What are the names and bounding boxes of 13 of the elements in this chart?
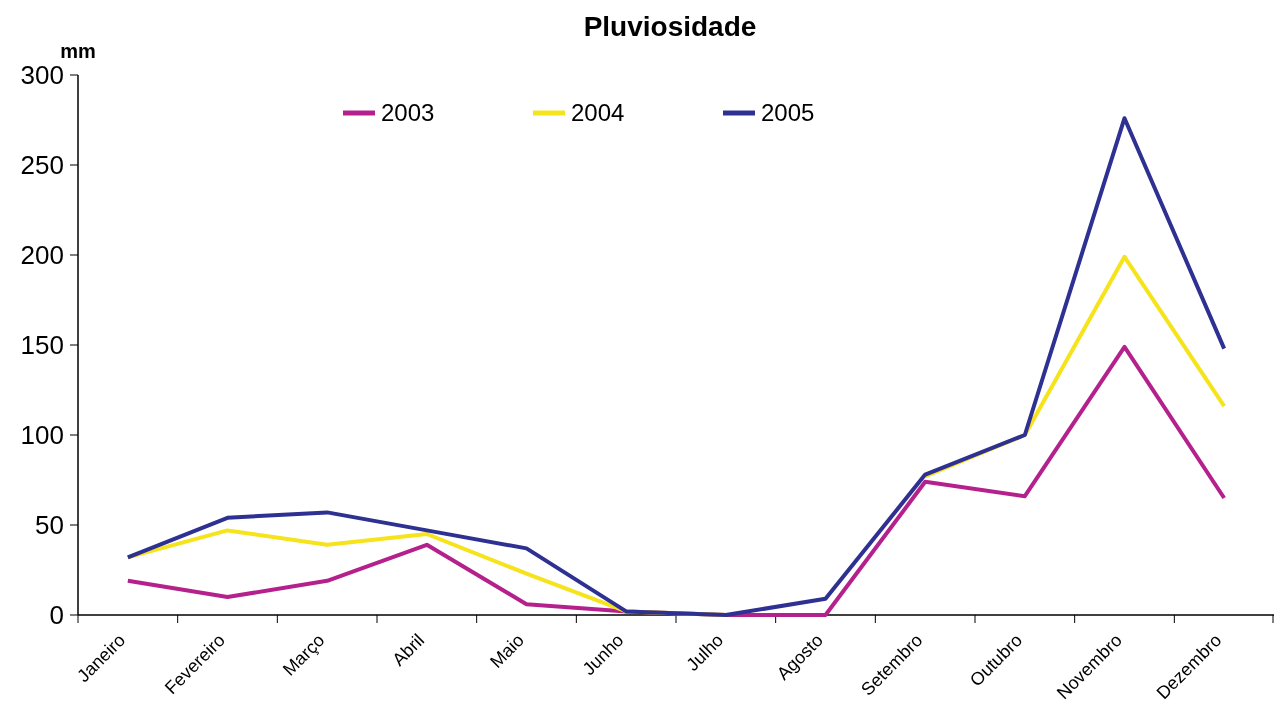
y-tick-label: 200 [20,240,64,271]
legend-label: 2004 [571,99,625,127]
chart-title: Pluviosidade [583,11,757,42]
y-tick-label: 100 [20,420,64,451]
legend-label: 2005 [761,99,815,127]
line-series [125,344,1227,617]
y-tick-label: 300 [20,60,64,91]
y-tick-label: 250 [20,150,64,181]
y-axis-title: mm [60,40,96,62]
y-tick-label: 150 [20,330,64,361]
legend-label: 2003 [381,99,435,127]
y-tick-label: 50 [35,510,64,541]
y-tick-label: 0 [49,600,64,631]
